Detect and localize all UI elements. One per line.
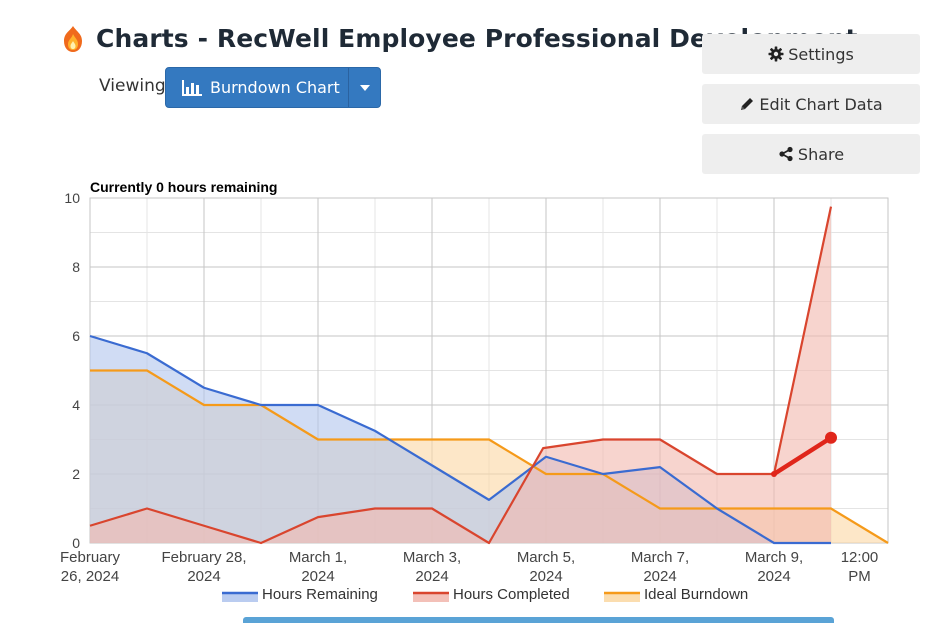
x-tick-label: February 28, 2024 bbox=[161, 549, 246, 585]
chart-type-button[interactable]: Burndown Chart bbox=[166, 68, 348, 107]
x-tick-label: 12:00 PM bbox=[841, 549, 879, 585]
x-tick-label: March 5, 2024 bbox=[517, 549, 575, 585]
series-line bbox=[89, 334, 831, 545]
y-tick-label: 0 bbox=[72, 535, 80, 551]
legend-label: Hours Completed bbox=[453, 586, 570, 603]
button-divider bbox=[348, 68, 349, 107]
legend-swatch bbox=[413, 593, 449, 602]
settings-button[interactable]: Settings bbox=[702, 34, 920, 74]
highlight-point bbox=[825, 431, 837, 444]
series-line bbox=[90, 369, 889, 544]
share-button[interactable]: Share bbox=[702, 134, 920, 174]
edit-chart-data-label: Edit Chart Data bbox=[759, 94, 883, 114]
y-tick-label: 8 bbox=[72, 259, 80, 275]
gear-icon bbox=[768, 46, 784, 62]
burndown-chart: Currently 0 hours remaining 0 2 4 6 8 10 Februa… bbox=[60, 179, 889, 603]
y-tick-label: 4 bbox=[72, 397, 80, 413]
x-tick-label: February 26, 2024 bbox=[60, 549, 121, 585]
dropdown-toggle[interactable] bbox=[349, 68, 380, 107]
legend-label: Ideal Burndown bbox=[644, 586, 748, 603]
settings-label: Settings bbox=[788, 44, 854, 64]
x-tick-label: March 7, 2024 bbox=[631, 549, 689, 585]
share-label: Share bbox=[797, 144, 845, 164]
bar-chart-icon bbox=[182, 79, 202, 96]
chart-type-label: Burndown Chart bbox=[210, 78, 340, 97]
series-line bbox=[89, 206, 833, 545]
x-tick-label: March 9, 2024 bbox=[745, 549, 803, 585]
pencil-icon bbox=[741, 98, 754, 110]
legend-label: Hours Remaining bbox=[262, 586, 378, 603]
series-area bbox=[90, 206, 831, 543]
x-tick-label: March 1, 2024 bbox=[289, 549, 347, 585]
y-tick-label: 2 bbox=[72, 466, 80, 482]
chart-type-dropdown[interactable]: Burndown Chart bbox=[165, 67, 381, 108]
edit-chart-data-button[interactable]: Edit Chart Data bbox=[702, 84, 920, 124]
caret-down-icon bbox=[359, 84, 370, 91]
highlight-segment bbox=[771, 435, 834, 477]
share-icon bbox=[779, 146, 793, 162]
chart-title: Currently 0 hours remaining bbox=[90, 179, 277, 195]
y-tick-label: 6 bbox=[72, 328, 80, 344]
flame-icon bbox=[64, 25, 82, 52]
highlight-point bbox=[771, 471, 777, 477]
y-tick-label: 10 bbox=[64, 190, 80, 206]
bottom-panel-edge bbox=[243, 617, 834, 623]
x-tick-label: March 3, 2024 bbox=[403, 549, 461, 585]
legend-swatch bbox=[222, 593, 258, 602]
viewing-label: Viewing bbox=[99, 76, 166, 96]
legend-swatch bbox=[604, 593, 640, 602]
